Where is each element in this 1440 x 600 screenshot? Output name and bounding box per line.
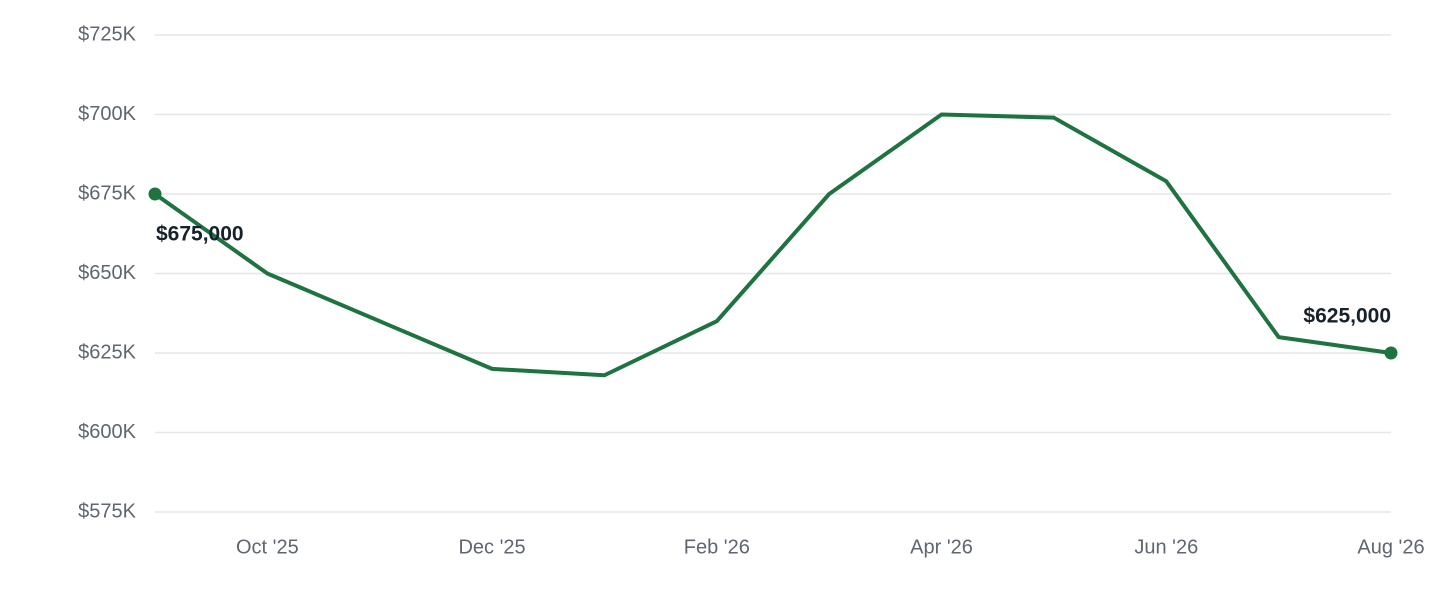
x-tick-label: Oct '25 [236,536,299,558]
value-label: $625,000 [1303,305,1391,328]
y-tick-label: $575K [78,500,136,522]
x-tick-label: Dec '25 [458,536,525,558]
end-point [1384,346,1398,360]
y-tick-label: $700K [78,103,136,125]
x-tick-label: Feb '26 [684,536,750,558]
y-tick-label: $600K [78,421,136,443]
value-label: $675,000 [156,223,244,246]
y-tick-label: $650K [78,262,136,284]
y-tick-label: $625K [78,341,136,363]
y-tick-label: $675K [78,182,136,204]
y-tick-label: $725K [78,23,136,45]
x-tick-label: Apr '26 [910,536,973,558]
x-tick-label: Jun '26 [1134,536,1198,558]
end-point [148,187,162,201]
line [153,112,1392,378]
x-tick-label: Aug '26 [1357,536,1424,558]
